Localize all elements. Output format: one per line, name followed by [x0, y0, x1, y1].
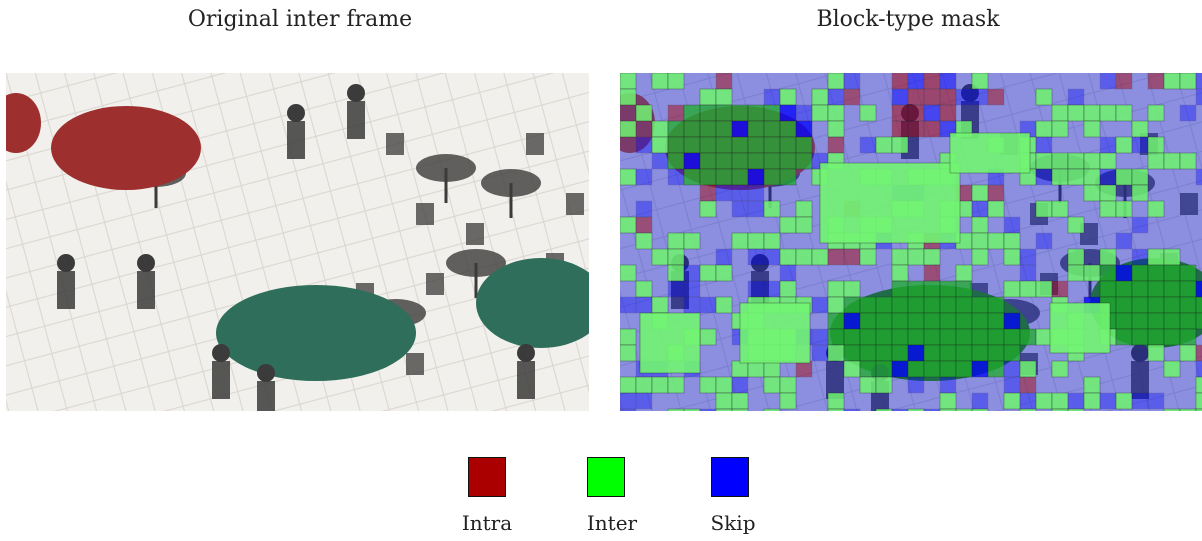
skip-swatch: [711, 457, 749, 497]
intra-swatch: [468, 457, 506, 497]
block-type-mask-image: [620, 73, 1202, 411]
skip-label: Skip: [710, 511, 756, 535]
plaza-scene-illustration: [6, 73, 589, 411]
intra-label: Intra: [461, 511, 513, 535]
mask-overlay-illustration: [620, 73, 1202, 411]
block-mask-title: Block-type mask: [816, 7, 1000, 32]
inter-label: Inter: [586, 511, 638, 535]
inter-swatch: [587, 457, 625, 497]
original-frame-title: Original inter frame: [187, 7, 413, 32]
original-frame-image: [6, 73, 589, 411]
